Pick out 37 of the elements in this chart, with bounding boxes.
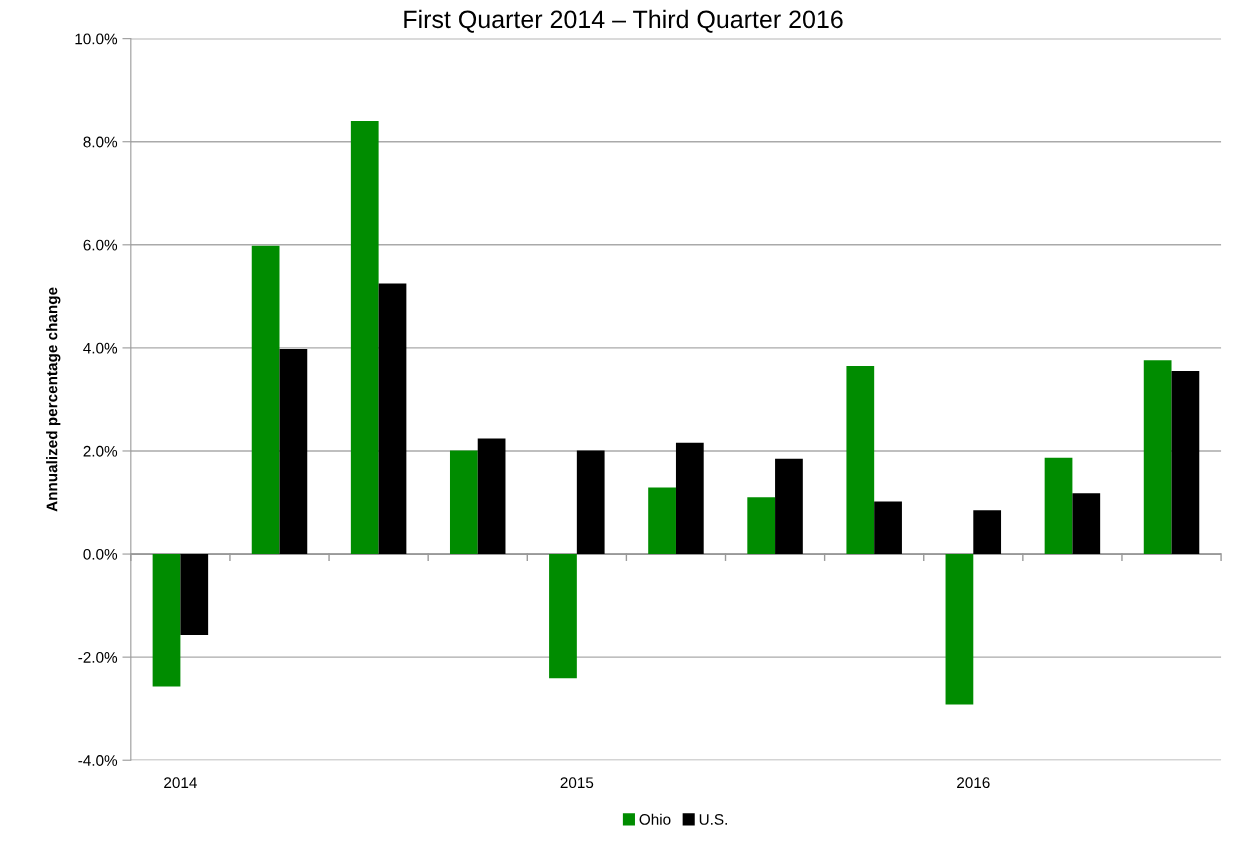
bar (945, 554, 974, 705)
legend-label: Ohio (639, 813, 671, 825)
bar (477, 438, 506, 555)
bar (180, 554, 209, 635)
legend-label: U.S. (699, 814, 727, 825)
y-tick-label: 0.0% (83, 548, 118, 560)
y-tick-label: 10.0% (75, 33, 118, 45)
bar (1171, 371, 1200, 555)
bar (152, 554, 181, 687)
bar (874, 501, 902, 555)
bar (350, 121, 379, 555)
bar (747, 497, 776, 555)
bar (449, 450, 478, 555)
bar (675, 442, 704, 555)
y-tick-label: 8.0% (83, 136, 118, 148)
bar (378, 283, 407, 555)
bar (973, 510, 1002, 555)
bar (576, 450, 605, 555)
y-tick-label: 2.0% (83, 445, 118, 457)
bar (648, 487, 676, 555)
bar (1044, 457, 1073, 555)
bar (251, 245, 280, 555)
y-tick-label: 6.0% (83, 239, 118, 251)
y-axis-title: Annualized percentage change (46, 287, 61, 512)
x-tick-label: 2014 (164, 777, 197, 789)
x-tick-label: 2015 (560, 777, 594, 789)
x-tick-label: 2016 (957, 777, 990, 789)
y-tick-label: 4.0% (83, 342, 118, 354)
bar (279, 348, 308, 555)
chart-title: First Quarter 2014 – Third Quarter 2016 (404, 9, 843, 33)
bar (549, 554, 577, 679)
y-tick-label: -4.0% (78, 755, 118, 766)
y-tick-label: -2.0% (78, 652, 118, 663)
bar (1143, 360, 1172, 555)
bar (775, 458, 803, 555)
bar (1072, 493, 1101, 555)
bar (846, 365, 875, 555)
